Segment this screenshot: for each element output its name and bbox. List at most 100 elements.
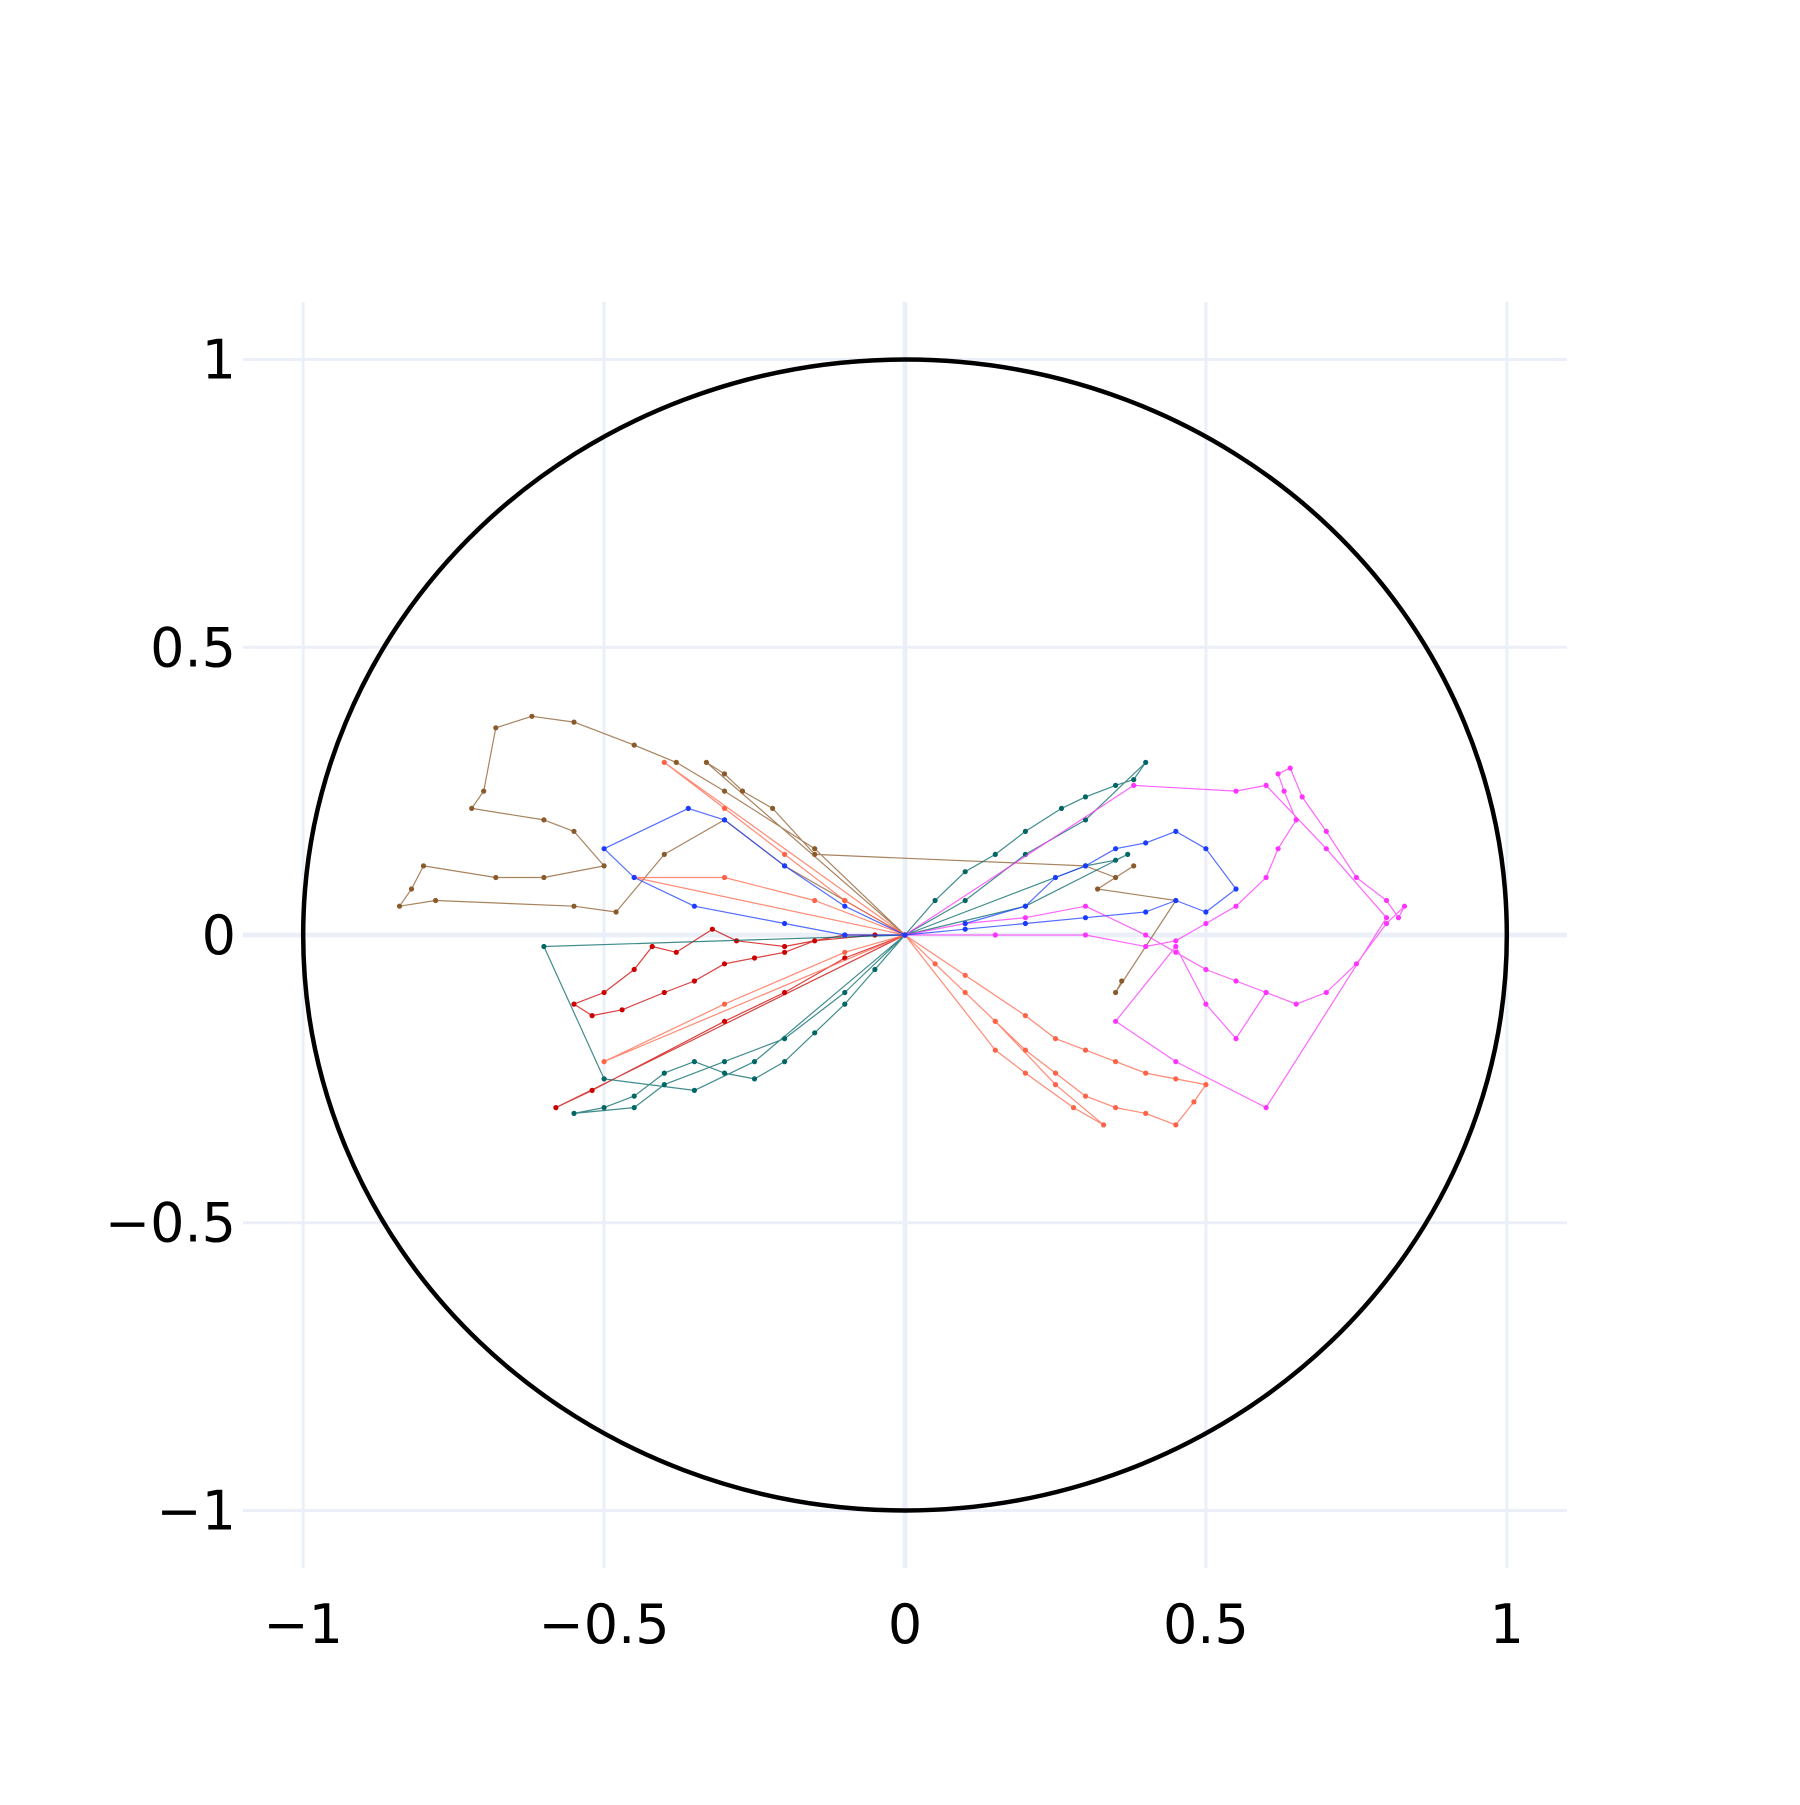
series-0-point-14 [493, 874, 499, 881]
series-2-point-22 [631, 1093, 637, 1099]
series-3-point-13 [1143, 1070, 1149, 1076]
series-4-point-28 [1082, 903, 1089, 909]
series-4-point-12 [1287, 765, 1293, 771]
series-4-point-34 [1263, 782, 1269, 789]
series-0-point-34 [1095, 886, 1101, 892]
series-3-point-5 [1052, 1070, 1059, 1076]
series-2-point-20 [691, 1059, 698, 1065]
series-3-point-4 [1022, 1047, 1028, 1053]
series-0-point-21 [661, 851, 667, 858]
series-3-point-11 [1203, 1082, 1209, 1088]
series-4-point-32 [1131, 782, 1137, 789]
series-1-point-17 [812, 938, 818, 944]
series-1-point-15 [751, 955, 758, 961]
series-5-point-13 [1022, 920, 1028, 927]
series-1-point-22 [721, 1018, 728, 1024]
series-4-point-2 [1082, 932, 1089, 938]
series-4-point-16 [1383, 897, 1390, 904]
series-4-point-37 [1263, 1105, 1269, 1111]
series-0-point-36 [1113, 989, 1119, 996]
series-3-point-24 [1052, 1082, 1059, 1088]
series-0-point-11 [571, 828, 577, 835]
series-3-point-18 [962, 972, 968, 978]
series-0-point-9 [469, 805, 475, 812]
series-0-point-3 [673, 759, 679, 766]
series-4-point-41 [1203, 1001, 1209, 1007]
shape-layer [300, 357, 1510, 1513]
series-0-point-37 [1119, 978, 1125, 984]
series-2-point-29 [842, 989, 848, 996]
series-1-point-20 [553, 1105, 559, 1111]
series-2-point-8 [1131, 777, 1137, 783]
y-tick-label-4: 1 [202, 329, 236, 392]
series-4-point-26 [1173, 949, 1179, 955]
series-2-point-16 [812, 1030, 818, 1036]
series-5-point-23 [782, 920, 788, 927]
series-2-point-27 [721, 1059, 728, 1065]
series-0-line [398, 715, 1177, 994]
series-0-point-2 [721, 788, 728, 794]
series-5-point-19 [685, 805, 691, 812]
series-0-point-1 [812, 846, 818, 852]
series-0-point-4 [631, 742, 637, 748]
x-axis-ticks: −1 −0.5 0 0.5 1 [263, 1593, 1524, 1656]
series-4-point-9 [1293, 817, 1299, 823]
series-2-point-28 [782, 1036, 788, 1042]
series-4-point-14 [1323, 828, 1329, 835]
series-4-point-5 [1203, 920, 1209, 927]
series-4-point-13 [1299, 794, 1305, 800]
series-4-point-29 [1022, 915, 1028, 921]
series-4-point-35 [1323, 846, 1329, 852]
series-4-point-18 [1401, 903, 1408, 909]
y-axis-ticks: −1 −0.5 0 0.5 1 [105, 329, 236, 1543]
series-0-point-28 [739, 788, 746, 794]
series-2-point-17 [782, 1059, 788, 1065]
series-3-point-37 [721, 1001, 728, 1007]
series-1-point-4 [709, 926, 716, 932]
series-3-point-9 [1173, 1122, 1179, 1128]
series-2-point-32 [601, 1076, 607, 1082]
series-5-line [603, 807, 1237, 936]
series-5-point-14 [962, 926, 968, 932]
series-2-point-18 [751, 1076, 758, 1082]
series-4-point-40 [1173, 943, 1179, 950]
series-5-point-12 [1082, 915, 1089, 921]
series-4-point-6 [1233, 903, 1239, 909]
series-3-point-28 [721, 805, 728, 812]
series-3-point-17 [1022, 1013, 1028, 1019]
series-3-point-20 [992, 1047, 998, 1053]
series-2-point-31 [541, 943, 547, 950]
series-2-point-23 [601, 1105, 607, 1111]
series-4-point-11 [1275, 771, 1281, 777]
series-2-point-12 [962, 897, 968, 904]
series-1-point-8 [601, 989, 607, 996]
series-3-point-33 [721, 874, 728, 881]
series-3-point-23 [1101, 1122, 1107, 1128]
series-3-point-22 [1070, 1105, 1077, 1111]
series-2-point-37 [1113, 857, 1119, 863]
series-1-point-21 [589, 1087, 595, 1093]
series-5-point-2 [1052, 874, 1059, 881]
series-3-point-21 [1022, 1070, 1028, 1076]
series-4-point-19 [1383, 920, 1390, 927]
series-5-point-22 [691, 903, 698, 909]
series-3-point-1 [932, 961, 938, 967]
series-4-point-10 [1281, 788, 1287, 794]
x-tick-label-2: 0 [888, 1593, 922, 1656]
series-2-point-15 [842, 1001, 848, 1007]
x-tick-label-1: −0.5 [539, 1593, 670, 1656]
series-5-point-16 [842, 903, 848, 909]
series-5-point-8 [1233, 886, 1239, 892]
y-tick-label-0: −1 [156, 1479, 236, 1542]
x-tick-label-3: 0.5 [1163, 1593, 1249, 1656]
series-3-point-38 [842, 949, 848, 955]
series-4-point-8 [1275, 846, 1281, 852]
series-4-point-3 [1143, 943, 1149, 950]
series-3-point-30 [842, 897, 848, 904]
series-2-point-10 [1082, 817, 1089, 823]
series-5-point-6 [1173, 828, 1179, 835]
series-2-point-9 [1143, 759, 1149, 766]
series-0-point-7 [493, 725, 499, 731]
series-1-point-16 [782, 949, 788, 955]
